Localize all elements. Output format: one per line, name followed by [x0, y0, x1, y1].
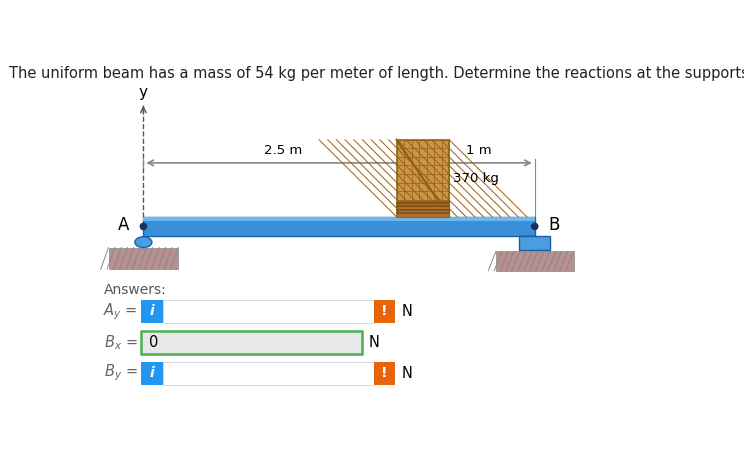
Text: !: ! — [381, 304, 388, 319]
Circle shape — [141, 224, 147, 230]
Bar — [373, 300, 395, 323]
Text: !: ! — [381, 366, 388, 380]
Text: $B_y$ =: $B_y$ = — [104, 363, 138, 383]
Bar — [397, 202, 449, 217]
Text: Answers:: Answers: — [104, 283, 167, 297]
Bar — [141, 300, 163, 323]
Bar — [496, 252, 574, 271]
Text: 0: 0 — [149, 335, 158, 350]
Text: N: N — [402, 365, 412, 381]
Circle shape — [532, 224, 538, 230]
Text: A: A — [118, 216, 129, 234]
Bar — [397, 140, 449, 217]
Bar — [144, 217, 535, 221]
Ellipse shape — [135, 237, 152, 247]
Bar — [373, 362, 395, 385]
Bar — [163, 362, 373, 385]
Bar — [141, 362, 163, 385]
Text: $A_y$ =: $A_y$ = — [103, 301, 138, 322]
Bar — [109, 247, 179, 269]
Bar — [141, 331, 362, 354]
Text: 370 kg: 370 kg — [453, 172, 499, 185]
Text: i: i — [150, 366, 154, 380]
Text: i: i — [150, 304, 154, 319]
Text: The uniform beam has a mass of 54 kg per meter of length. Determine the reaction: The uniform beam has a mass of 54 kg per… — [9, 66, 744, 81]
Text: 2.5 m: 2.5 m — [264, 144, 302, 157]
Text: N: N — [368, 335, 379, 350]
Text: 1 m: 1 m — [466, 144, 492, 157]
Text: y: y — [139, 85, 148, 100]
Text: B: B — [549, 216, 560, 234]
Bar — [144, 217, 535, 236]
Bar — [519, 236, 551, 250]
Text: N: N — [402, 304, 412, 319]
Bar — [163, 300, 373, 323]
Text: $B_x$ =: $B_x$ = — [104, 333, 138, 352]
